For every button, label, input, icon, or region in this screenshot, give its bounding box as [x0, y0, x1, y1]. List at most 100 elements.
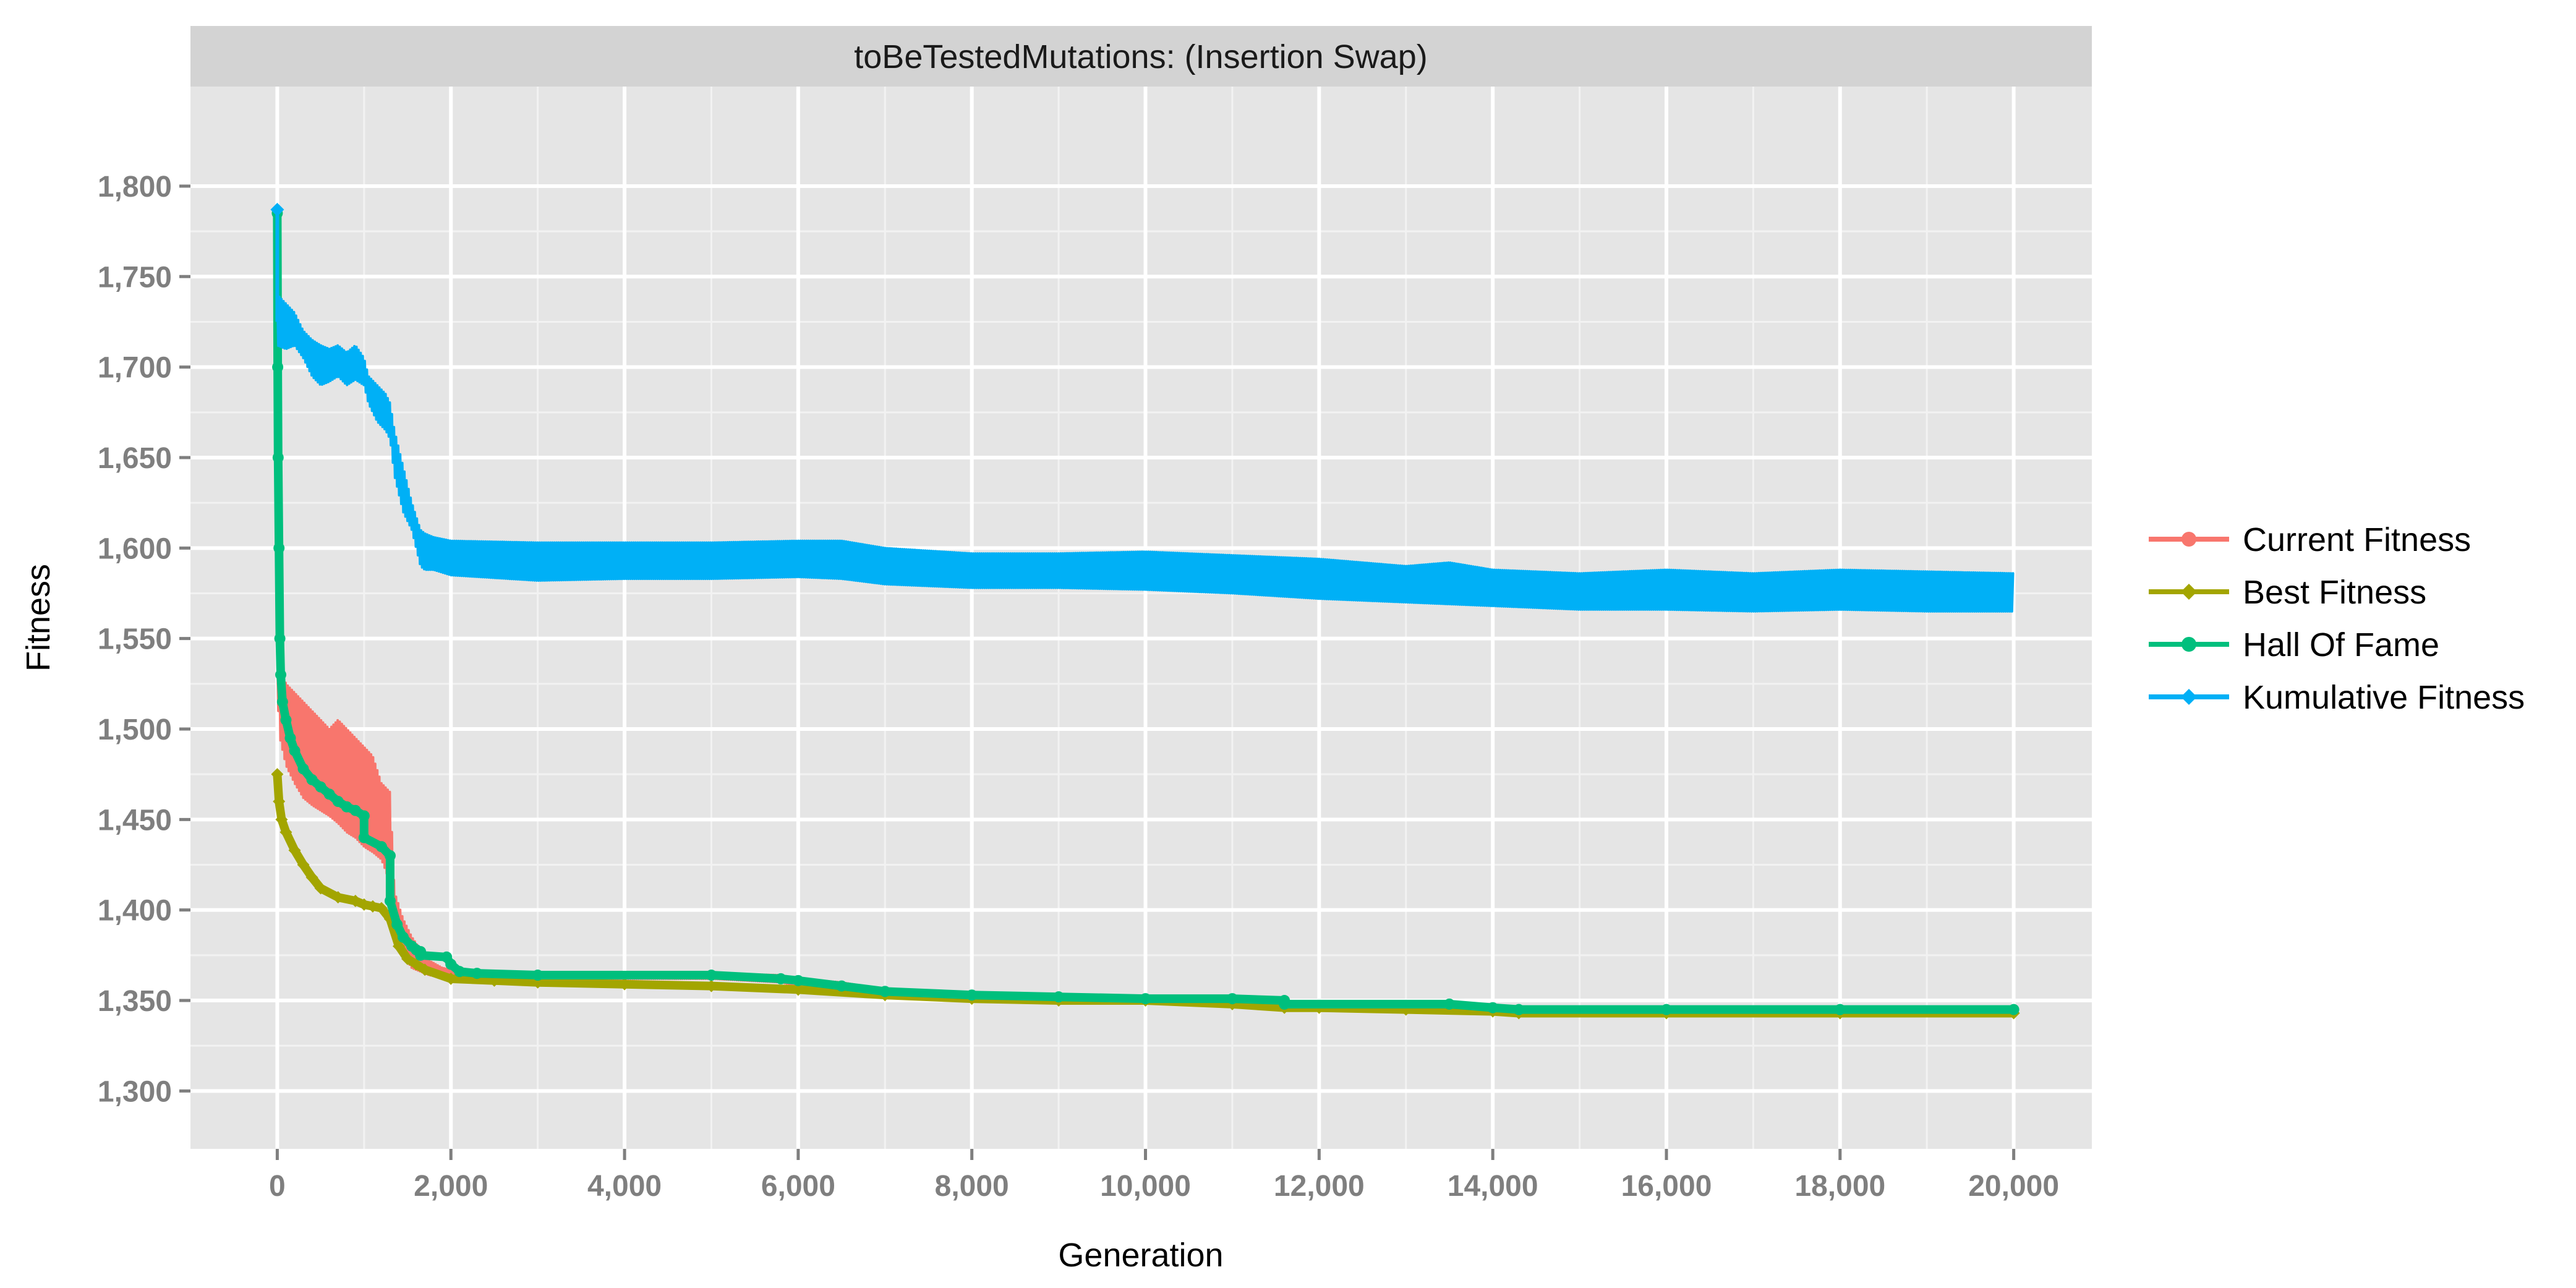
y-tick-label: 1,450: [98, 804, 172, 837]
x-axis: 0 2,000 4,000 6,000 8,000 10,000 12,000 14,000 1…: [269, 1149, 2059, 1203]
series-point: [401, 952, 414, 965]
y-tick-label: 1,350: [98, 985, 172, 1018]
chart-title: toBeTestedMutations: (Insertion Swap): [854, 38, 1427, 75]
series-point: [273, 542, 285, 554]
x-tick-label: 6,000: [761, 1170, 835, 1203]
series-point: [272, 361, 284, 373]
x-tick-label: 16,000: [1621, 1170, 1712, 1203]
series-point: [532, 970, 544, 981]
series-point: [1513, 1004, 1525, 1015]
series-point: [419, 963, 432, 976]
y-tick-label: 1,550: [98, 623, 172, 656]
series-point: [2008, 1004, 2019, 1015]
x-tick-label: 10,000: [1100, 1170, 1191, 1203]
series-point: [279, 825, 292, 838]
x-tick-label: 20,000: [1968, 1170, 2059, 1203]
series-point: [288, 844, 301, 857]
series-point: [273, 795, 286, 808]
series-point: [274, 633, 286, 644]
legend-item-best-fitness: Best Fitness: [2149, 574, 2426, 611]
x-tick-label: 18,000: [1794, 1170, 1885, 1203]
series-point: [792, 975, 804, 986]
series-point: [323, 788, 335, 800]
series-point: [306, 774, 318, 785]
series-point: [705, 979, 718, 992]
series-point: [392, 940, 405, 953]
legend: Current Fitness Best Fitness Hall Of Fame K…: [2149, 521, 2525, 716]
y-tick-label: 1,800: [98, 171, 172, 203]
series-point: [284, 732, 296, 744]
series-kumulative-fitness: [270, 203, 2015, 613]
series-point: [775, 973, 787, 984]
y-tick-label: 1,750: [98, 261, 172, 294]
series-point: [289, 745, 301, 757]
series-point: [349, 804, 361, 816]
series-point: [366, 900, 379, 913]
legend-label: Kumulative Fitness: [2243, 679, 2525, 716]
series-point: [966, 989, 978, 1001]
y-tick-label: 1,300: [98, 1075, 172, 1108]
series-point: [272, 451, 284, 463]
series-point: [879, 986, 891, 997]
series-point: [271, 768, 284, 781]
y-tick-label: 1,600: [98, 532, 172, 565]
plot-panel: [190, 87, 2092, 1149]
series-point: [398, 931, 409, 943]
series-hall-of-fame: [271, 207, 2019, 1015]
series-point: [275, 669, 287, 681]
series-point: [357, 898, 370, 911]
series-point: [471, 968, 483, 979]
y-tick-label: 1,400: [98, 895, 172, 928]
series-point: [791, 983, 804, 996]
x-tick-label: 8,000: [935, 1170, 1009, 1203]
series-point: [1834, 1004, 1846, 1015]
legend-key-marker: [2181, 689, 2197, 705]
series-point: [297, 858, 310, 871]
series-point: [1279, 998, 1290, 1010]
legend-key-marker: [2181, 532, 2196, 547]
series-point: [384, 895, 396, 907]
x-tick-label: 0: [269, 1170, 286, 1203]
legend-item-kumulative-fitness: Kumulative Fitness: [2149, 679, 2525, 716]
series-point: [618, 978, 631, 991]
series-point: [314, 882, 327, 895]
series-point: [358, 832, 370, 843]
series-point: [270, 203, 284, 217]
y-tick-label: 1,500: [98, 714, 172, 746]
series-point: [1226, 993, 1238, 1005]
series-point: [305, 871, 318, 884]
series-point: [332, 796, 344, 808]
series-point: [275, 813, 288, 826]
series-point: [836, 980, 848, 992]
series-point: [706, 970, 717, 981]
series-point: [276, 696, 288, 708]
y-tick-label: 1,700: [98, 352, 172, 385]
series-point: [375, 902, 388, 915]
series-point: [331, 891, 344, 904]
series-point: [410, 958, 423, 971]
legend-key-marker: [2181, 637, 2196, 652]
legend-item-current-fitness: Current Fitness: [2149, 521, 2471, 558]
facet-strip: [190, 26, 2092, 87]
series-point: [1487, 1002, 1499, 1013]
series-point: [454, 966, 466, 978]
y-axis: 1,300 1,350 1,400 1,450 1,500 1,550 1,600 1,650…: [98, 171, 190, 1108]
series-point: [1140, 993, 1151, 1005]
series-point: [384, 850, 396, 861]
series-point: [297, 763, 309, 775]
series-point: [1053, 991, 1065, 1003]
series-point: [315, 781, 326, 793]
series-point: [1660, 1004, 1672, 1015]
x-axis-title: Generation: [1058, 1237, 1223, 1274]
legend-key-marker: [2181, 584, 2197, 600]
series-point: [375, 841, 387, 853]
series-point: [1443, 998, 1455, 1010]
series-point: [391, 919, 403, 931]
legend-label: Best Fitness: [2243, 574, 2426, 611]
legend-label: Current Fitness: [2243, 521, 2471, 558]
series-point: [445, 958, 457, 970]
x-tick-label: 12,000: [1274, 1170, 1365, 1203]
y-tick-label: 1,650: [98, 442, 172, 475]
series-trace: [276, 293, 2015, 613]
